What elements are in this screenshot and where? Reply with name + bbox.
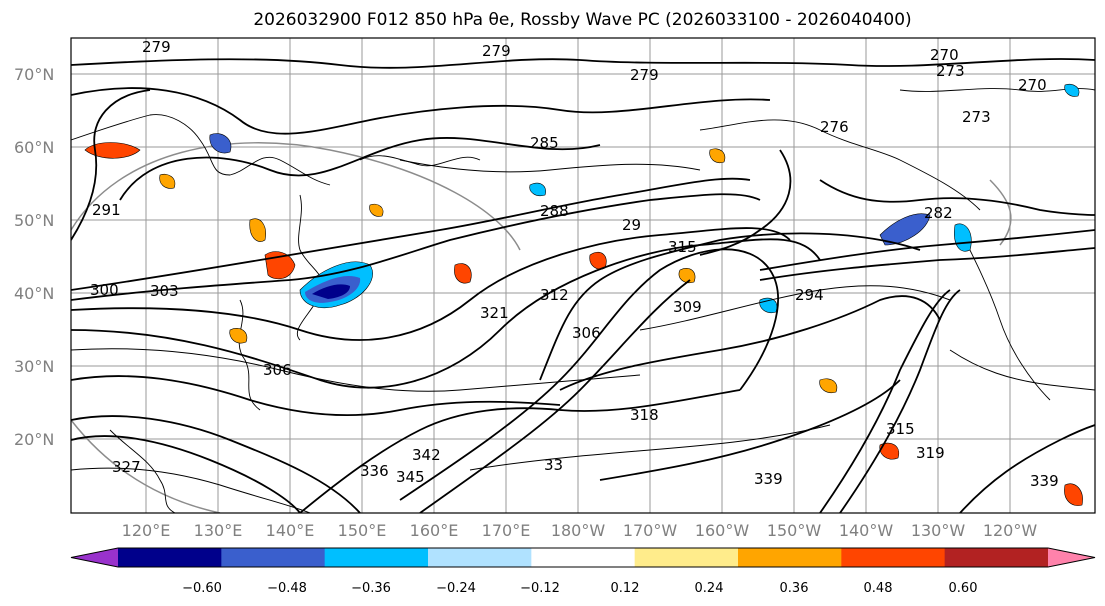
contour-label: 285 bbox=[530, 134, 559, 152]
colorbar-tick-label: 0.60 bbox=[949, 581, 978, 596]
lon-label: 120°E bbox=[122, 521, 171, 540]
contour-label: 303 bbox=[150, 282, 179, 300]
contour-label: 315 bbox=[668, 238, 697, 256]
contour-label: 345 bbox=[396, 468, 425, 486]
lat-label: 20°N bbox=[14, 430, 54, 449]
contour-label: 29 bbox=[622, 216, 641, 234]
contour-label: 294 bbox=[795, 286, 824, 304]
colorbar-segment bbox=[324, 548, 429, 567]
contour-label: 306 bbox=[263, 361, 292, 379]
colorbar-segment bbox=[118, 548, 222, 567]
colorbar-extend-min bbox=[71, 548, 118, 567]
lon-label: 130°E bbox=[194, 521, 243, 540]
lon-label: 120°W bbox=[983, 521, 1038, 540]
contour-label: 339 bbox=[754, 470, 783, 488]
colorbar-segment bbox=[634, 548, 739, 567]
colorbar-tick-label: −0.60 bbox=[182, 581, 222, 596]
colorbar-segment bbox=[531, 548, 636, 567]
lon-label: 160°W bbox=[695, 521, 750, 540]
colorbar-extend-max bbox=[1048, 548, 1095, 567]
latitude-labels: 70°N 60°N 50°N 40°N 30°N 20°N bbox=[14, 65, 54, 449]
longitude-labels: 120°E 130°E 140°E 150°E 160°E 170°E 180°… bbox=[122, 521, 1038, 540]
contour-label: 273 bbox=[962, 108, 991, 126]
colorbar-segment bbox=[428, 548, 532, 567]
projection-circle bbox=[71, 142, 521, 251]
contour-label: 342 bbox=[412, 446, 441, 464]
lon-label: 150°E bbox=[338, 521, 387, 540]
colorbar-segment bbox=[738, 548, 842, 567]
theta-e-contours bbox=[71, 58, 1095, 513]
lat-label: 60°N bbox=[14, 138, 54, 157]
lon-label: 180°W bbox=[551, 521, 606, 540]
lon-label: 160°E bbox=[410, 521, 459, 540]
contour-label: 288 bbox=[540, 202, 569, 220]
contour-label: 336 bbox=[360, 462, 389, 480]
contour-label: 33 bbox=[544, 456, 563, 474]
colorbar-segment bbox=[221, 548, 326, 567]
colorbar-tick-label: 0.24 bbox=[695, 581, 724, 596]
colorbar bbox=[70, 547, 1096, 568]
contour-label: 306 bbox=[572, 324, 601, 342]
contour-label: 312 bbox=[540, 286, 569, 304]
map-frame bbox=[70, 37, 1096, 514]
colorbar-tick-label: 0.12 bbox=[611, 581, 640, 596]
colorbar-segment bbox=[944, 548, 1049, 567]
contour-label: 309 bbox=[673, 298, 702, 316]
lat-label: 40°N bbox=[14, 284, 54, 303]
map-panel: 279 279 270 273 270 273 279 276 288 285 … bbox=[70, 37, 1096, 514]
lon-label: 140°E bbox=[266, 521, 315, 540]
contour-label: 279 bbox=[630, 66, 659, 84]
contour-label: 270 bbox=[1018, 76, 1047, 94]
contour-label: 276 bbox=[820, 118, 849, 136]
lon-label: 170°W bbox=[623, 521, 678, 540]
contour-label: 318 bbox=[630, 406, 659, 424]
colorbar-tick-label: −0.24 bbox=[436, 581, 476, 596]
contour-label: 273 bbox=[936, 62, 965, 80]
graticule bbox=[71, 38, 1095, 513]
lat-label: 50°N bbox=[14, 211, 54, 230]
colorbar-tick-label: −0.36 bbox=[351, 581, 391, 596]
lon-label: 130°W bbox=[911, 521, 966, 540]
contour-label: 315 bbox=[886, 420, 915, 438]
colorbar-tick-label: 0.36 bbox=[780, 581, 809, 596]
contour-label: 291 bbox=[92, 201, 121, 219]
colorbar-ticks: −0.60 −0.48 −0.36 −0.24 −0.12 0.12 0.24 … bbox=[182, 581, 977, 596]
colorbar-outline bbox=[70, 547, 1096, 568]
contour-label: 327 bbox=[112, 458, 141, 476]
contour-label: 319 bbox=[916, 444, 945, 462]
contour-label: 279 bbox=[482, 42, 511, 60]
contour-label: 339 bbox=[1030, 472, 1059, 490]
contour-label: 321 bbox=[480, 304, 509, 322]
colorbar-tick-label: 0.48 bbox=[864, 581, 893, 596]
contour-label: 300 bbox=[90, 281, 119, 299]
lon-label: 140°W bbox=[839, 521, 894, 540]
contour-label: 282 bbox=[924, 204, 953, 222]
colorbar-tick-label: −0.12 bbox=[520, 581, 560, 596]
lon-label: 150°W bbox=[767, 521, 822, 540]
theta-e-contours-thin bbox=[71, 159, 1095, 513]
lat-label: 30°N bbox=[14, 357, 54, 376]
map-title: 2026032900 F012 850 hPa θe, Rossby Wave … bbox=[253, 10, 912, 30]
projection-circle bbox=[989, 179, 1012, 246]
contour-labels: 279 279 270 273 270 273 279 276 288 285 … bbox=[90, 38, 1059, 490]
colorbar-segment bbox=[841, 548, 946, 567]
lat-label: 70°N bbox=[14, 65, 54, 84]
contour-label: 279 bbox=[142, 38, 171, 56]
lon-label: 170°E bbox=[482, 521, 531, 540]
anomaly-fill bbox=[84, 83, 1083, 506]
contour-label: 270 bbox=[930, 46, 959, 64]
colorbar-tick-label: −0.48 bbox=[267, 581, 307, 596]
